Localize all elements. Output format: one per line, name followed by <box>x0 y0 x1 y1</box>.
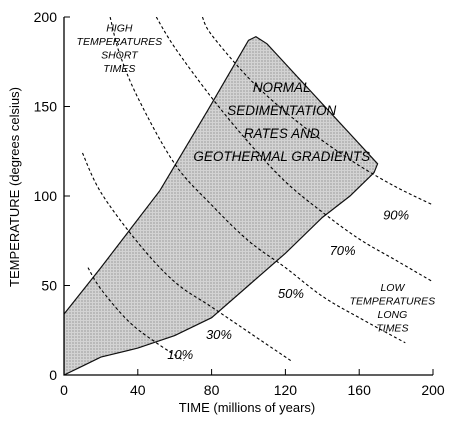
annotation-normal: NORMAL SEDIMENTATION RATES AND GEOTHERMAL G… <box>193 80 370 164</box>
annotation-line: LOW <box>380 282 405 294</box>
y-tick-label: 150 <box>34 99 58 115</box>
x-tick-label: 120 <box>274 382 298 398</box>
curve-label: 70% <box>330 243 356 258</box>
annotation-line: SEDIMENTATION <box>227 103 336 118</box>
annotation-low-temps: LOW TEMPERATURES LONG TIMES <box>350 282 436 335</box>
curve-label: 50% <box>278 286 304 301</box>
y-tick-label: 50 <box>41 278 57 294</box>
annotation-layer: 10%30%50%70%90%HIGH TEMPERATURES SHORT TIME… <box>77 22 436 362</box>
annotation-line: HIGH <box>106 22 133 34</box>
normal-conditions-region <box>64 36 379 375</box>
annotation-line: TEMPERATURES <box>77 36 163 48</box>
y-axis-title: TEMPERATURE (degrees celsius) <box>7 87 22 287</box>
x-tick-label: 200 <box>421 382 445 398</box>
curve-label: 90% <box>383 207 409 222</box>
x-tick-label: 160 <box>348 382 372 398</box>
annotation-line: TEMPERATURES <box>350 295 436 307</box>
annotation-line: TIMES <box>376 322 408 334</box>
curve-90pct <box>201 17 433 206</box>
y-tick-label: 200 <box>34 9 58 25</box>
curve-30pct <box>81 152 292 362</box>
annotation-line: NORMAL <box>253 80 311 95</box>
shaded-region-layer <box>64 36 379 375</box>
curve-10pct <box>87 267 185 362</box>
axes: 0 40 80 120 160 200 0 50 100 150 200 <box>34 9 445 398</box>
annotation-line: RATES AND <box>244 126 320 141</box>
annotation-line: GEOTHERMAL GRADIENTS <box>193 149 370 164</box>
annotation-line: SHORT <box>101 49 139 61</box>
curve-50pct <box>109 17 406 344</box>
x-tick-label: 40 <box>130 382 146 398</box>
annotation-high-temps: HIGH TEMPERATURES SHORT TIMES <box>77 22 163 75</box>
x-tick-label: 80 <box>204 382 220 398</box>
x-axis-title: TIME (millions of years) <box>179 400 316 415</box>
isopleth-curves-layer <box>81 17 433 362</box>
y-tick-label: 100 <box>34 188 58 204</box>
annotation-line: TIMES <box>103 63 135 75</box>
annotation-line: LONG <box>378 309 408 321</box>
curve-label: 10% <box>167 347 193 362</box>
curve-label: 30% <box>206 327 232 342</box>
y-tick-label: 0 <box>49 367 57 383</box>
x-tick-label: 0 <box>60 382 68 398</box>
